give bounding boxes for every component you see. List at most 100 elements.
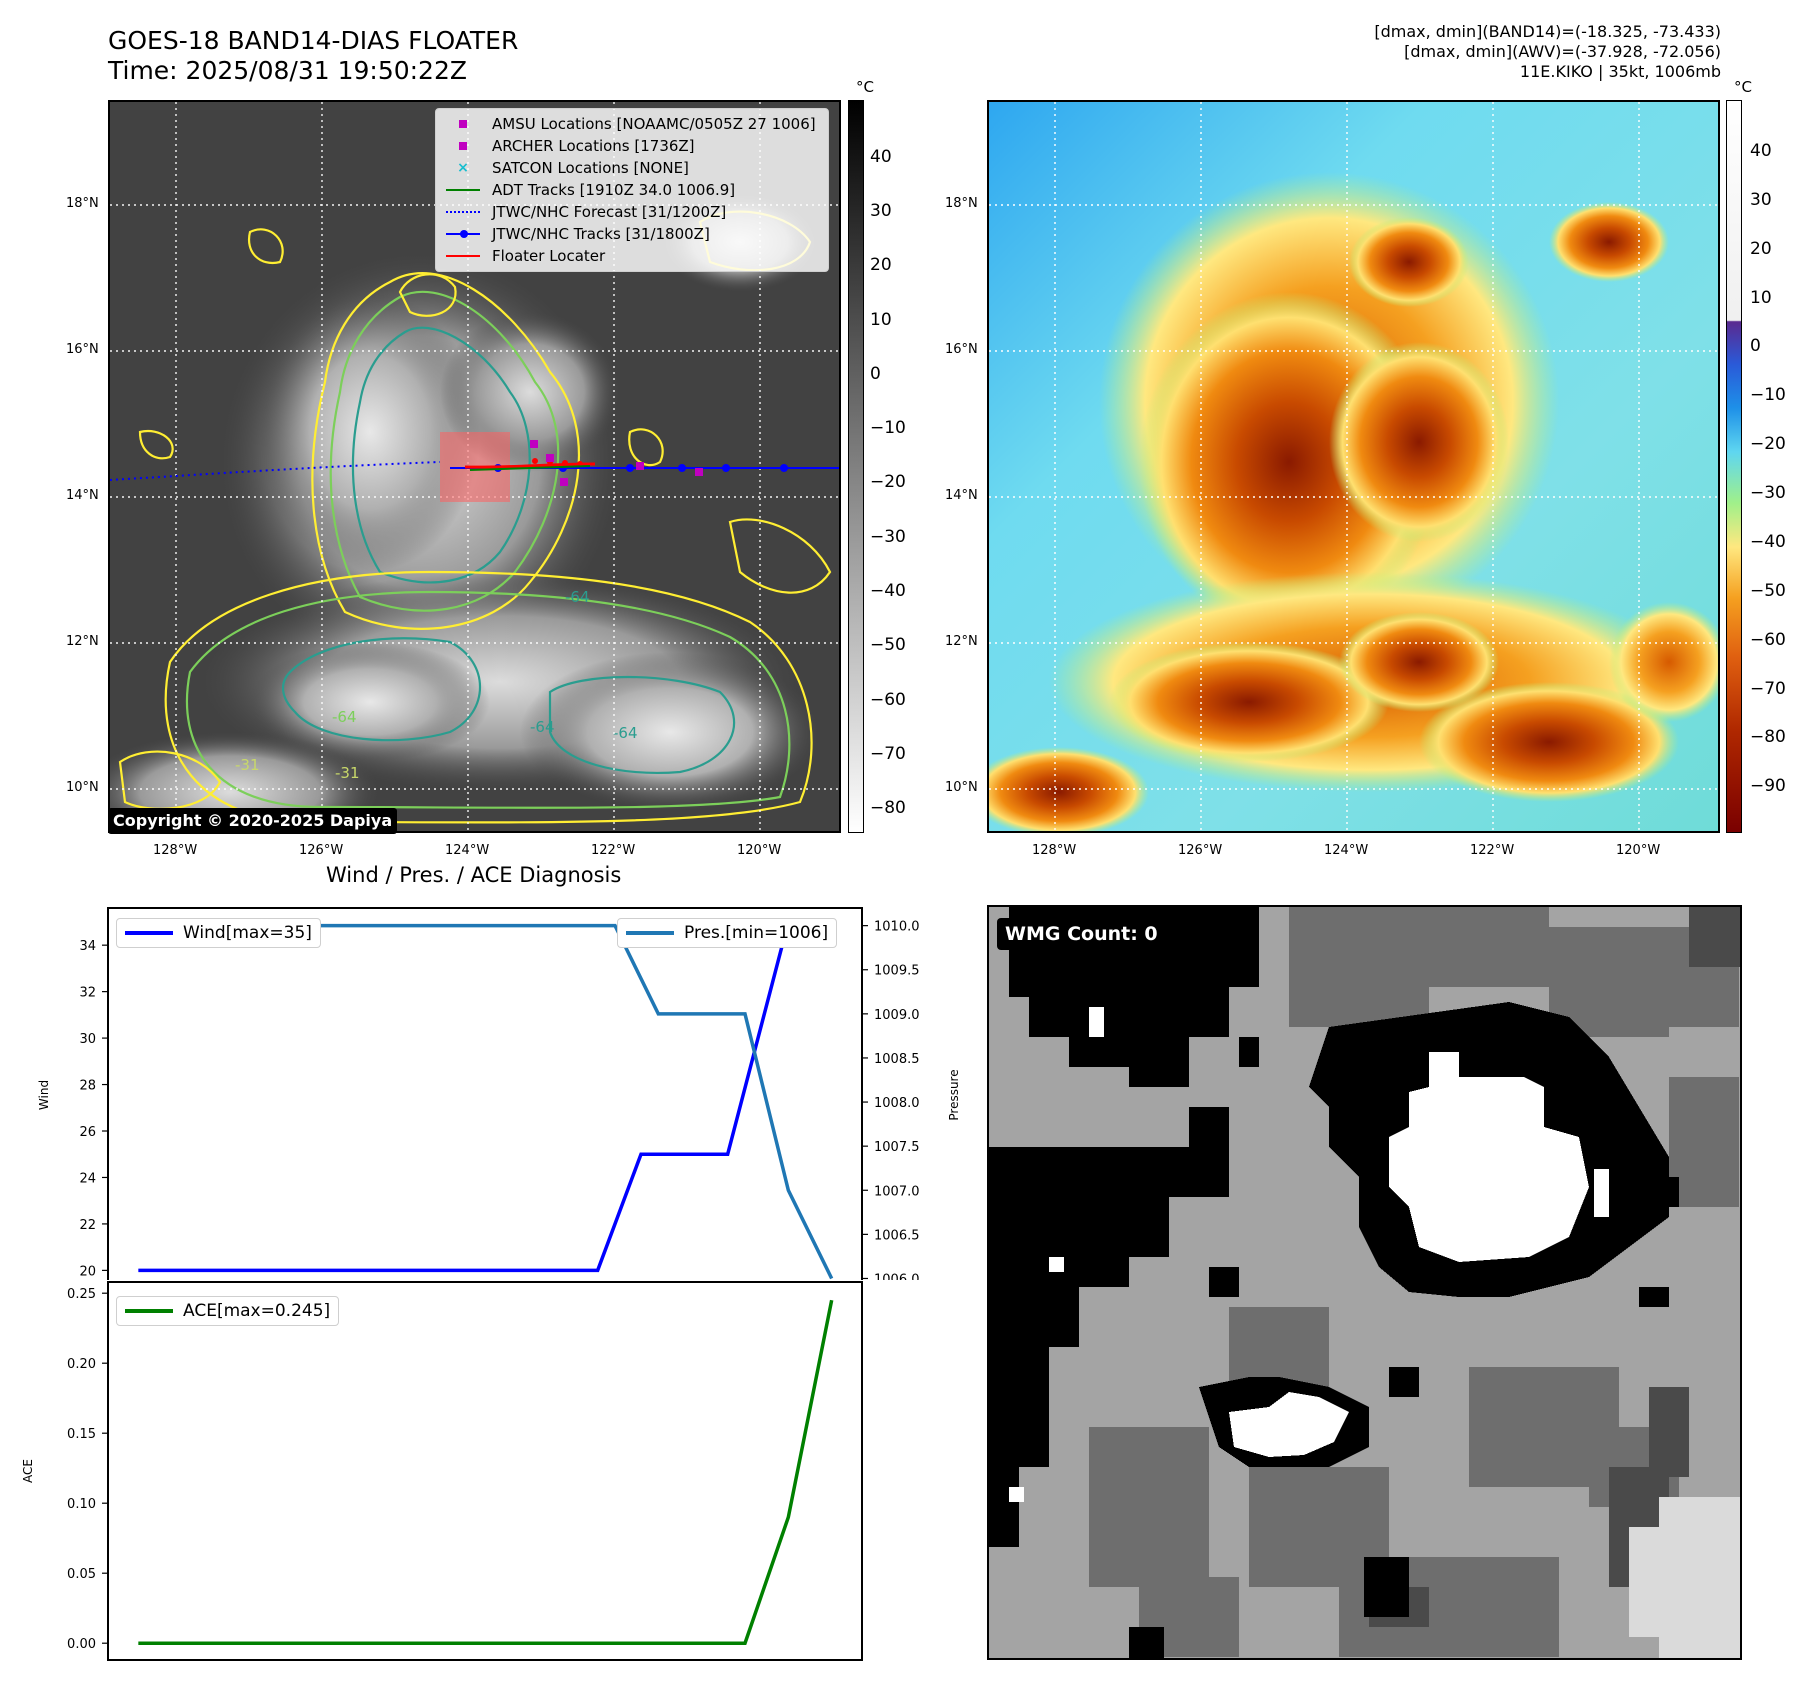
square-marker-icon [459, 142, 467, 150]
y-tick-label: 0.05 [67, 1567, 96, 1582]
solid-line-icon [446, 255, 480, 257]
legend-item-nhc-tracks: JTWC/NHC Tracks [31/1800Z] [442, 223, 822, 245]
y-tick-label: 24 [79, 1171, 96, 1186]
contour-label: -64 [530, 718, 555, 736]
lon-label: 124°W [1324, 843, 1369, 858]
y2-tick-label: 1007.0 [874, 1184, 920, 1199]
lon-label: 126°W [1178, 843, 1223, 858]
lat-label: 12°N [66, 634, 99, 649]
y-tick-label: 32 [79, 986, 96, 1001]
y-tick-label: 30 [79, 1032, 96, 1047]
lat-label: 16°N [945, 342, 978, 357]
lat-label: 10°N [66, 780, 99, 795]
lon-label: 124°W [445, 843, 490, 858]
lat-label: 14°N [945, 488, 978, 503]
y2-tick-label: 1008.5 [874, 1052, 920, 1067]
adt-track [469, 465, 591, 471]
plot-frame [107, 1281, 863, 1661]
legend-item-satcon: × SATCON Locations [NONE] [457, 159, 689, 177]
legend-item-archer: ARCHER Locations [1736Z] [442, 135, 822, 157]
y-tick-label: 28 [79, 1079, 96, 1094]
legend-item-forecast: JTWC/NHC Forecast [31/1200Z] [442, 201, 822, 223]
ace-legend: ACE[max=0.245] [116, 1296, 340, 1326]
y-tick-label: 22 [79, 1218, 96, 1233]
pressure-legend: Pres.[min=1006] [617, 918, 838, 948]
y2-tick-label: 1010.0 [874, 920, 920, 935]
title-line-1: GOES-18 BAND14-DIAS FLOATER [108, 26, 519, 55]
y2-tick-label: 1009.5 [874, 964, 920, 979]
y-tick-label: 20 [79, 1264, 96, 1279]
solid-line-icon [446, 189, 480, 191]
x-marker-icon: × [457, 160, 469, 176]
wmg-count-badge: WMG Count: 0 [997, 918, 1166, 950]
lat-label: 14°N [66, 488, 99, 503]
ace-series-line [138, 1299, 834, 1645]
wind-legend: Wind[max=35] [116, 918, 321, 948]
lon-label: 122°W [1470, 843, 1515, 858]
legend-item-amsu: AMSU Locations [NOAAMC/0505Z 27 1006] [442, 113, 822, 135]
title-line-2: Time: 2025/08/31 19:50:22Z [108, 56, 467, 85]
ace-line-icon [125, 1309, 173, 1313]
contour-label: -64 [613, 724, 638, 742]
wmg-image [989, 907, 1740, 1658]
y2-tick-label: 1006.5 [874, 1228, 920, 1243]
wind-pressure-chart: 20 22 24 26 28 30 32 34 1006.0 1006.5 1007.0 1007.5… [37, 907, 961, 1280]
y-axis-label: Wind [37, 1080, 51, 1110]
contour-label: -31 [235, 756, 260, 774]
storm-info: 11E.KIKO | 35kt, 1006mb [1519, 62, 1721, 81]
y-tick-label: 34 [79, 939, 96, 954]
dotted-line-icon [446, 211, 480, 213]
contour-label: -64 [565, 588, 590, 606]
line-with-dot-icon [446, 230, 480, 238]
wind-series-line [138, 921, 791, 1273]
lon-label: 128°W [153, 843, 198, 858]
ace-chart: 0.00 0.05 0.10 0.15 0.20 0.25 ACE [21, 1281, 863, 1661]
y-tick-label: 0.10 [67, 1497, 96, 1512]
contour-label: -31 [335, 764, 360, 782]
square-marker-icon [459, 120, 467, 128]
y-tick-label: 0.00 [67, 1637, 96, 1652]
legend-item-floater: Floater Locater [442, 245, 822, 267]
archer-markers [530, 440, 703, 486]
colorbar-unit: °C [1734, 78, 1752, 96]
y-tick-label: 0.25 [67, 1287, 96, 1302]
lat-label: 10°N [945, 780, 978, 795]
lat-label: 18°N [66, 196, 99, 211]
lat-label: 12°N [945, 634, 978, 649]
y2-tick-label: 1008.0 [874, 1096, 920, 1111]
stats-band14: [dmax, dmin](BAND14)=(-18.325, -73.433) [1374, 22, 1721, 41]
y-tick-label: 26 [79, 1125, 96, 1140]
colorbar-right [1726, 100, 1742, 833]
map-legend: AMSU Locations [NOAAMC/0505Z 27 1006] AR… [435, 108, 829, 272]
ir-map-panel: -64 -64 -31 -64 -31 -64 [108, 100, 841, 833]
copyright-badge: Copyright © 2020-2025 Dapiya [108, 808, 398, 834]
y2-axis-label: Pressure [947, 1069, 961, 1120]
stats-header: [dmax, dmin](BAND14)=(-18.325, -73.433) … [1374, 22, 1721, 82]
lon-label: 120°W [1616, 843, 1661, 858]
lat-label: 16°N [66, 342, 99, 357]
stats-awv: [dmax, dmin](AWV)=(-37.928, -72.056) [1404, 42, 1721, 61]
y-axis-label: ACE [21, 1459, 35, 1483]
diagnosis-title: Wind / Pres. / ACE Diagnosis [326, 863, 622, 887]
lon-label: 126°W [299, 843, 344, 858]
wind-line-icon [125, 931, 173, 935]
figure-title: GOES-18 BAND14-DIAS FLOATER Time: 2025/0… [108, 26, 518, 86]
lon-label: 120°W [737, 843, 782, 858]
enhanced-map-image [989, 102, 1718, 831]
lon-label: 128°W [1032, 843, 1077, 858]
enhanced-map-panel [987, 100, 1720, 833]
y-tick-label: 0.20 [67, 1357, 96, 1372]
y2-tick-label: 1006.0 [874, 1272, 920, 1280]
legend-item-adt: ADT Tracks [1910Z 34.0 1006.9] [442, 179, 822, 201]
pressure-line-icon [626, 931, 674, 935]
y-tick-label: 0.15 [67, 1427, 96, 1442]
lat-label: 18°N [945, 196, 978, 211]
colorbar-left [848, 100, 864, 833]
lon-label: 122°W [591, 843, 636, 858]
wmg-panel [987, 905, 1742, 1660]
y2-tick-label: 1007.5 [874, 1140, 920, 1155]
contour-label: -64 [332, 708, 357, 726]
colorbar-unit: °C [856, 78, 874, 96]
pressure-series-line [138, 923, 834, 1280]
